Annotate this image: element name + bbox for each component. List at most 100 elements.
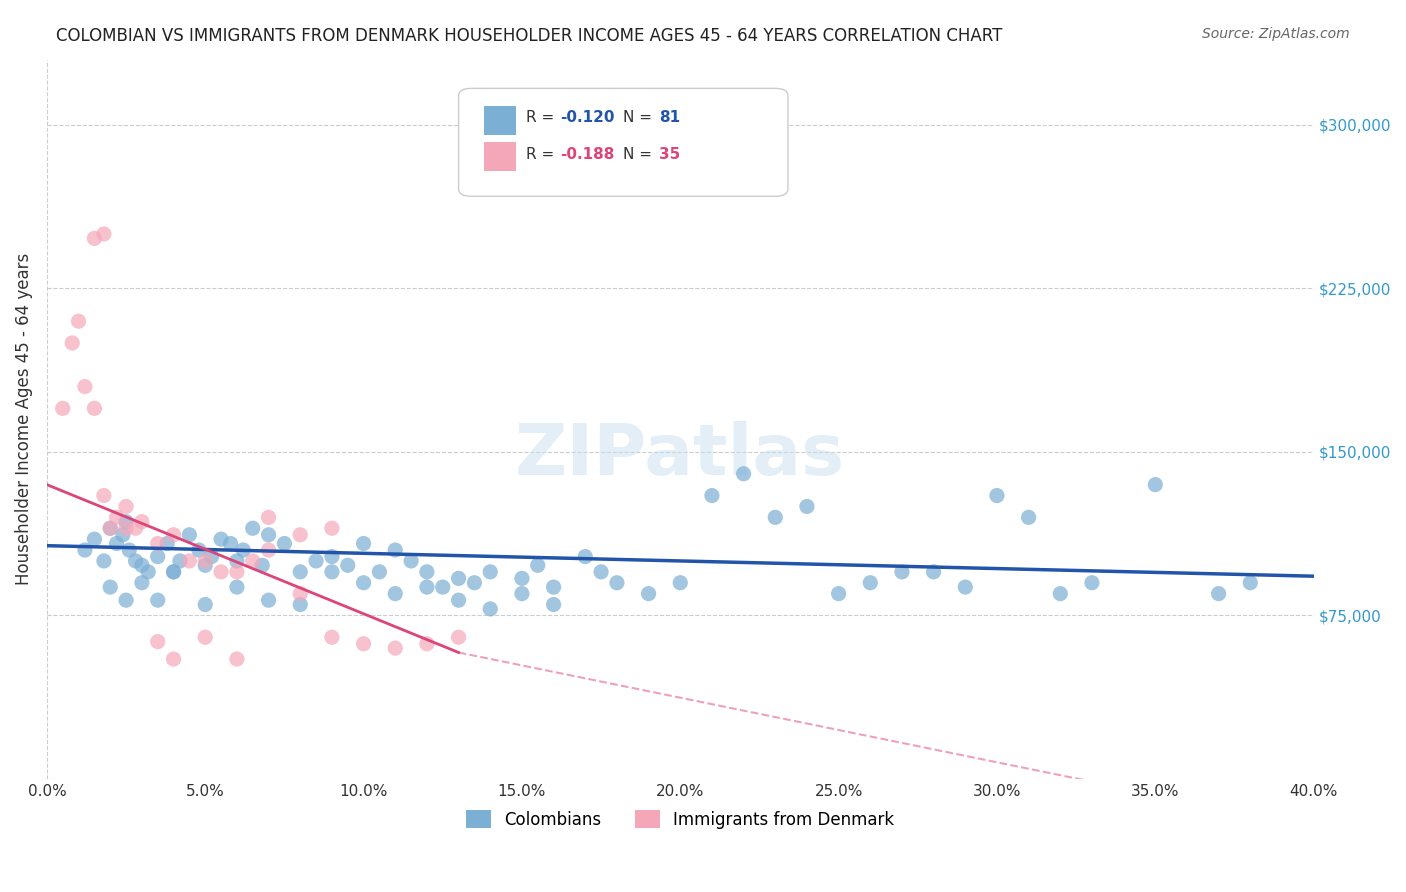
Point xyxy=(384,641,406,656)
Point xyxy=(510,571,533,585)
Point xyxy=(131,558,153,573)
Point xyxy=(225,580,247,594)
Point xyxy=(118,543,141,558)
Point xyxy=(290,565,312,579)
Point xyxy=(194,558,217,573)
Point xyxy=(194,630,217,644)
Point xyxy=(447,593,470,607)
Text: N =: N = xyxy=(623,147,657,162)
Point xyxy=(290,587,312,601)
Point xyxy=(416,565,439,579)
Legend: Colombians, Immigrants from Denmark: Colombians, Immigrants from Denmark xyxy=(460,804,901,835)
Point xyxy=(273,536,295,550)
Point xyxy=(187,543,209,558)
Point xyxy=(353,575,375,590)
Point xyxy=(105,536,128,550)
Point xyxy=(146,549,169,564)
Text: R =: R = xyxy=(526,147,558,162)
Point xyxy=(399,554,422,568)
Point xyxy=(1081,575,1104,590)
Point xyxy=(321,521,343,535)
Point xyxy=(257,510,280,524)
Point xyxy=(252,558,274,573)
Point xyxy=(384,587,406,601)
Point xyxy=(922,565,945,579)
Point xyxy=(67,314,90,328)
Point xyxy=(463,575,485,590)
Point xyxy=(179,554,201,568)
Point xyxy=(225,652,247,666)
Point xyxy=(526,558,548,573)
Point xyxy=(115,500,138,514)
Point xyxy=(510,587,533,601)
Point xyxy=(146,634,169,648)
Point xyxy=(83,532,105,546)
Point xyxy=(115,515,138,529)
Point xyxy=(290,598,312,612)
Point xyxy=(827,587,849,601)
Point xyxy=(131,515,153,529)
Point xyxy=(52,401,75,416)
Point xyxy=(368,565,391,579)
Text: 81: 81 xyxy=(659,110,681,125)
Point xyxy=(543,580,565,594)
Point xyxy=(669,575,692,590)
Point xyxy=(1208,587,1230,601)
Point xyxy=(591,565,613,579)
Point xyxy=(98,521,121,535)
Point xyxy=(146,593,169,607)
Point xyxy=(98,521,121,535)
Text: Source: ZipAtlas.com: Source: ZipAtlas.com xyxy=(1202,27,1350,41)
Point xyxy=(955,580,977,594)
Point xyxy=(209,565,232,579)
Text: COLOMBIAN VS IMMIGRANTS FROM DENMARK HOUSEHOLDER INCOME AGES 45 - 64 YEARS CORRE: COLOMBIAN VS IMMIGRANTS FROM DENMARK HOU… xyxy=(56,27,1002,45)
Point xyxy=(200,549,222,564)
Text: N =: N = xyxy=(623,110,657,125)
Point xyxy=(447,630,470,644)
Point xyxy=(257,543,280,558)
Text: ZIPatlas: ZIPatlas xyxy=(515,421,845,490)
Point xyxy=(1049,587,1071,601)
Point xyxy=(136,565,159,579)
Point xyxy=(232,543,254,558)
Point xyxy=(1018,510,1040,524)
Point xyxy=(162,528,184,542)
Point xyxy=(432,580,454,594)
Text: -0.188: -0.188 xyxy=(560,147,614,162)
Point xyxy=(93,489,115,503)
Point xyxy=(1239,575,1261,590)
Point xyxy=(83,231,105,245)
Point xyxy=(225,565,247,579)
Point xyxy=(637,587,659,601)
Point xyxy=(447,571,470,585)
Point xyxy=(416,580,439,594)
Point xyxy=(257,528,280,542)
Y-axis label: Householder Income Ages 45 - 64 years: Householder Income Ages 45 - 64 years xyxy=(15,253,32,585)
Point xyxy=(1144,477,1167,491)
Point xyxy=(93,227,115,241)
Text: -0.120: -0.120 xyxy=(560,110,614,125)
Point xyxy=(242,521,264,535)
Point xyxy=(416,637,439,651)
Point xyxy=(156,536,179,550)
Point xyxy=(111,528,134,542)
Point xyxy=(290,528,312,542)
FancyBboxPatch shape xyxy=(484,143,516,171)
Point xyxy=(179,528,201,542)
Point xyxy=(194,554,217,568)
Point xyxy=(321,549,343,564)
Text: R =: R = xyxy=(526,110,558,125)
Point xyxy=(242,554,264,568)
Point xyxy=(73,379,96,393)
Point xyxy=(83,401,105,416)
Point xyxy=(162,565,184,579)
Point xyxy=(859,575,882,590)
Point xyxy=(796,500,818,514)
Point xyxy=(219,536,242,550)
Point xyxy=(543,598,565,612)
FancyBboxPatch shape xyxy=(484,106,516,135)
Point xyxy=(194,598,217,612)
Point xyxy=(336,558,359,573)
Point xyxy=(73,543,96,558)
Point xyxy=(321,630,343,644)
